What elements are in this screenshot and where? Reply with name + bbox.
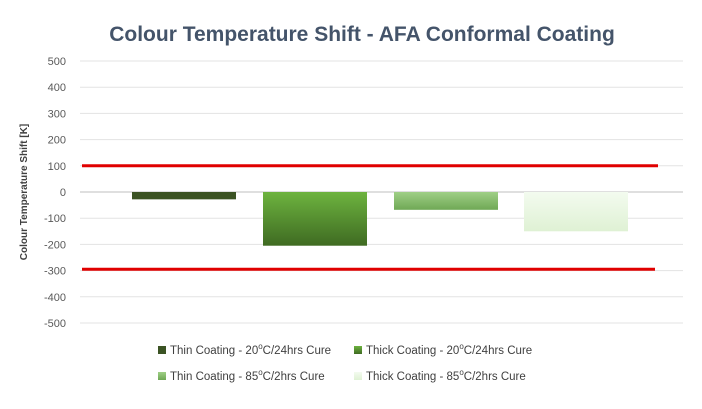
y-tick-label: 200 (48, 135, 66, 147)
y-tick-label: 100 (48, 161, 66, 173)
y-tick-label: -300 (44, 266, 66, 278)
chart-title: Colour Temperature Shift - AFA Conformal… (109, 23, 615, 46)
y-tick-label: -500 (44, 318, 66, 330)
y-tick-label: 400 (48, 82, 66, 94)
legend: Thin Coating - 20oC/24hrs Cure Thick Coat… (158, 342, 532, 383)
reference-lines (82, 164, 658, 271)
y-tick-label: -400 (44, 292, 66, 304)
legend-entry: Thin Coating - 20oC/24hrs Cure (170, 342, 331, 357)
y-axis-ticks: 500 400 300 200 100 0 -100 -200 -300 -400 -500 (44, 56, 66, 330)
y-tick-label: -200 (44, 239, 66, 251)
legend-swatch (158, 372, 166, 380)
legend-swatch (158, 346, 166, 354)
legend-swatch (354, 372, 362, 380)
y-tick-label: 500 (48, 56, 66, 68)
bar-2 (263, 192, 367, 246)
bars (132, 192, 628, 246)
legend-swatch (354, 346, 362, 354)
y-tick-label: 0 (60, 187, 66, 199)
legend-entry: Thin Coating - 85oC/2hrs Cure (170, 368, 325, 383)
legend-entry: Thick Coating - 85oC/2hrs Cure (366, 368, 526, 383)
y-tick-label: -100 (44, 213, 66, 225)
bar-4 (524, 192, 628, 232)
y-axis-label: Colour Temperature Shift [K] (19, 124, 30, 260)
bar-1 (132, 192, 236, 200)
legend-entry: Thick Coating - 20oC/24hrs Cure (366, 342, 532, 357)
y-tick-label: 300 (48, 108, 66, 120)
bar-3 (394, 192, 498, 210)
